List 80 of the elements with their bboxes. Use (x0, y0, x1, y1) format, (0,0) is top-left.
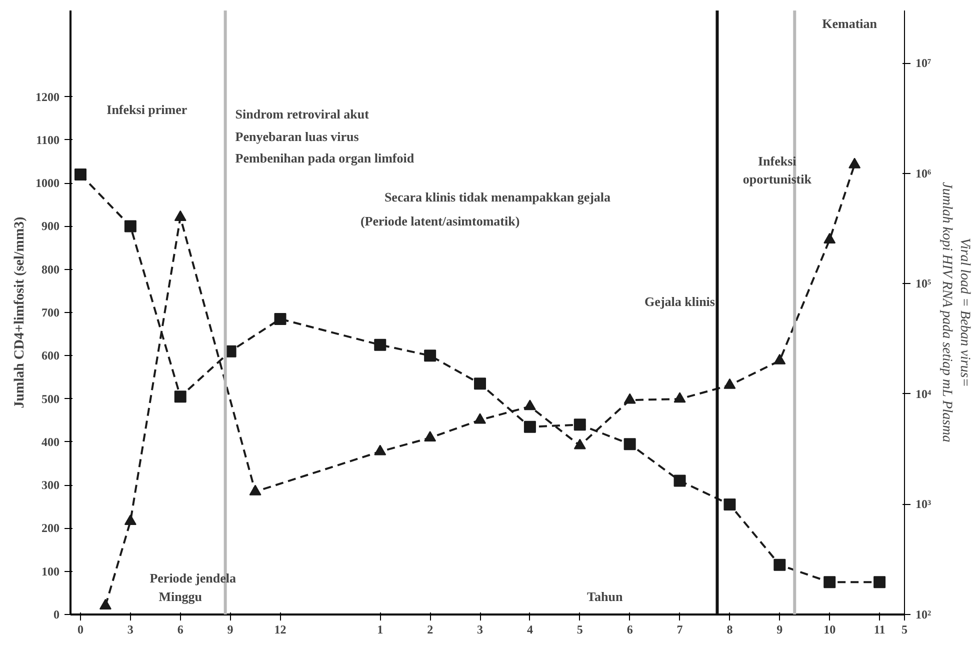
x-tick-label: 3 (477, 622, 484, 636)
y-tick-label: 1000 (36, 176, 60, 190)
point (424, 350, 436, 362)
point (874, 576, 886, 588)
point (674, 474, 686, 487)
annotation: Minggu (158, 589, 202, 604)
point (524, 420, 536, 433)
x-tick-label: 6 (626, 622, 633, 636)
y-tick-label: 600 (42, 348, 60, 363)
point (574, 438, 586, 450)
y-axis-title: Jumlah CD4+limfosit (sel/mm3) (12, 216, 28, 408)
y-tick-label: 300 (42, 478, 60, 492)
point (174, 210, 186, 221)
point (374, 338, 386, 351)
y-tick-label: 800 (42, 262, 60, 276)
point (848, 158, 861, 168)
y-tick-label: 900 (42, 219, 60, 234)
point (124, 514, 136, 525)
annotation: Secara klinis tidak menampakkan gejala (384, 189, 612, 204)
point (424, 430, 436, 442)
point (174, 390, 186, 403)
point (474, 413, 486, 424)
x-tick-label: 4 (526, 622, 533, 636)
y-tick-label: 700 (42, 306, 60, 320)
x-tick-label: 8 (726, 622, 733, 636)
y-tick-label: 400 (42, 434, 60, 449)
point (824, 232, 836, 244)
x-tick-label: 5 (902, 622, 908, 636)
point (724, 498, 736, 510)
annotation: Gejala klinis (644, 294, 715, 310)
point (249, 484, 262, 496)
point (824, 576, 836, 588)
point (774, 354, 786, 364)
annotation: (Periode latent/asimtomatik) (360, 214, 520, 229)
point (674, 392, 686, 403)
x-tick-label: 7 (676, 622, 683, 636)
point (274, 312, 286, 325)
point (574, 418, 586, 431)
annotation: Penyebaran luas virus (235, 128, 359, 144)
point (624, 393, 636, 404)
y-tick-label: 0 (54, 608, 60, 622)
point (724, 378, 736, 389)
x-tick-label: 12 (274, 622, 286, 636)
y2-tick-label: 10⁶ (916, 166, 932, 180)
annotation: Sindrom retroviral akut (235, 106, 370, 122)
point (524, 400, 536, 410)
annotation: Pembenihan pada organ limfoid (235, 150, 415, 166)
annotation: Tahun (587, 589, 624, 604)
x-tick-label: 3 (127, 622, 134, 636)
x-tick-label: 9 (776, 622, 783, 636)
y2-tick-label: 10⁷ (916, 56, 932, 70)
y2-tick-label: 10⁴ (916, 386, 932, 401)
annotation: Kematian (822, 16, 878, 31)
point (74, 168, 86, 180)
x-tick-label: 10 (824, 622, 836, 636)
point (774, 558, 786, 571)
x-tick-label: 5 (576, 622, 583, 636)
y2-tick-label: 10³ (916, 497, 932, 512)
y-tick-label: 500 (42, 392, 60, 406)
point (474, 378, 486, 390)
y2-tick-label: 10² (916, 608, 932, 622)
x-tick-label: 9 (227, 622, 234, 636)
y-tick-label: 1200 (36, 90, 60, 104)
point (624, 438, 636, 450)
y-tick-label: 1100 (36, 132, 60, 147)
x-tick-label: 0 (77, 622, 84, 636)
annotation: Periode jendela (150, 570, 236, 586)
point (374, 444, 386, 456)
y-tick-label: 200 (42, 521, 60, 536)
annotation: Infeksi oportunistik (742, 154, 812, 187)
y2-axis-title: Viral load = Beban virus= Jumlah kopi HIV RNA pada setiap mL Plasma (939, 182, 972, 442)
annotation: Infeksi primer (106, 102, 188, 118)
y2-tick-label: 10⁵ (916, 276, 932, 291)
x-tick-label: 1 (377, 622, 384, 636)
x-tick-label: 6 (177, 622, 184, 636)
x-tick-label: 2 (427, 622, 434, 636)
point (99, 598, 112, 610)
y-tick-label: 100 (42, 564, 60, 578)
x-tick-label: 11 (874, 622, 886, 636)
point (124, 220, 136, 232)
